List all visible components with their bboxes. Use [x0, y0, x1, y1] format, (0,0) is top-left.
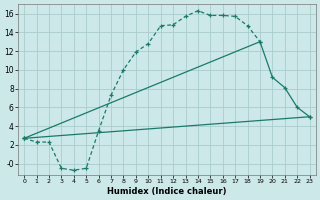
X-axis label: Humidex (Indice chaleur): Humidex (Indice chaleur) — [107, 187, 227, 196]
